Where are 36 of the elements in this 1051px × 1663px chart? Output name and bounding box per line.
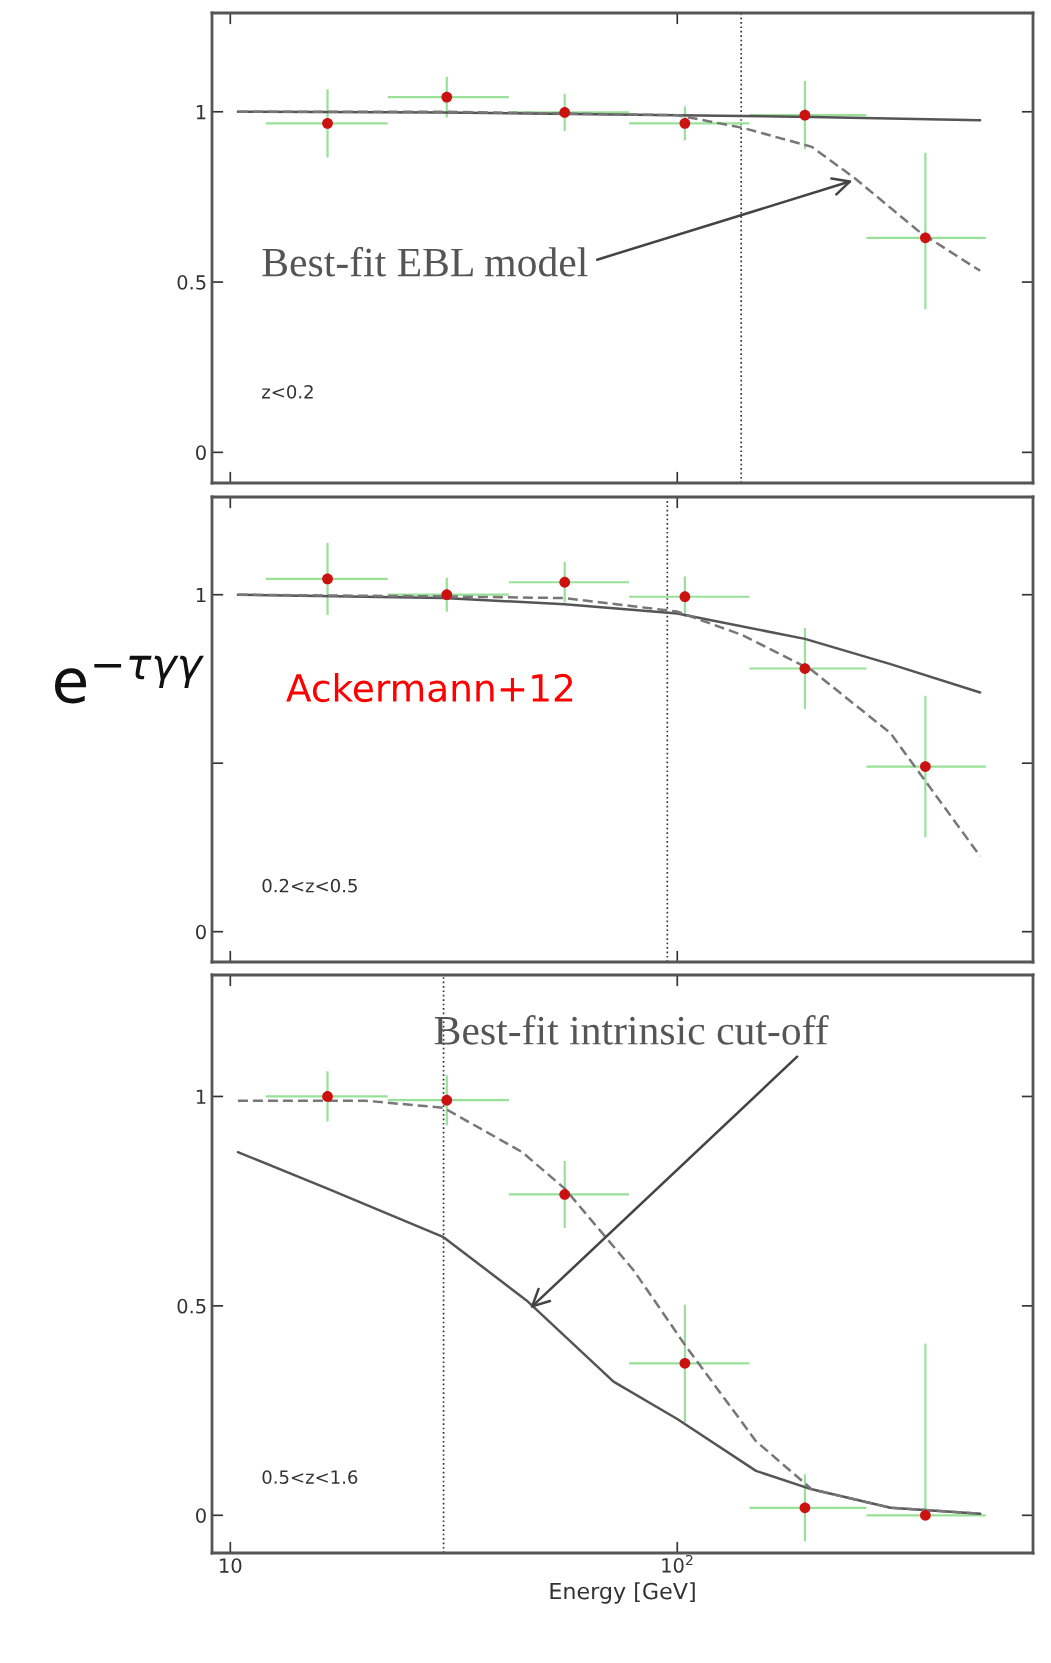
- annotation: Best-fit EBL model: [262, 246, 588, 277]
- x-tick-label: 10$^{2}$: [662, 1554, 693, 1573]
- point: [441, 91, 453, 103]
- annotation: 0.5<z<1.6: [262, 1470, 358, 1484]
- point: [322, 117, 333, 129]
- x-tick-label: 10: [220, 1558, 242, 1573]
- x-axis-title: Energy [GeV]: [550, 1582, 695, 1604]
- y-tick-label: 0: [196, 1508, 206, 1523]
- point: [559, 1189, 571, 1200]
- point: [679, 591, 691, 603]
- y-tick-label: 1: [196, 587, 206, 603]
- point: [441, 589, 453, 601]
- point: [679, 117, 691, 129]
- point: [559, 107, 571, 118]
- point: [799, 109, 811, 121]
- y-tick-label: 0: [196, 445, 206, 461]
- point: [799, 1502, 811, 1514]
- y-tick-label: 0.5: [177, 275, 206, 290]
- point: [322, 1091, 333, 1102]
- point: [679, 1357, 691, 1369]
- point: [322, 573, 333, 585]
- point: [920, 232, 931, 244]
- point: [920, 1509, 931, 1521]
- point: [559, 576, 571, 588]
- y-tick-label: 0.5: [177, 1298, 206, 1314]
- y-tick-label: 1: [196, 104, 206, 120]
- annotation: Best-fit intrinsic cut-off: [434, 1015, 829, 1045]
- y-tick-label: 0: [196, 924, 206, 940]
- annotation: z<0.2: [262, 385, 313, 399]
- annotation: 0.2<z<0.5: [262, 878, 357, 893]
- y-tick-label: 1: [196, 1089, 206, 1104]
- point: [441, 1094, 453, 1106]
- point: [799, 663, 811, 674]
- annotation: Ackermann+12: [286, 673, 573, 703]
- y-axis-title: e$^{−τγγ}$: [54, 655, 204, 704]
- point: [920, 761, 931, 772]
